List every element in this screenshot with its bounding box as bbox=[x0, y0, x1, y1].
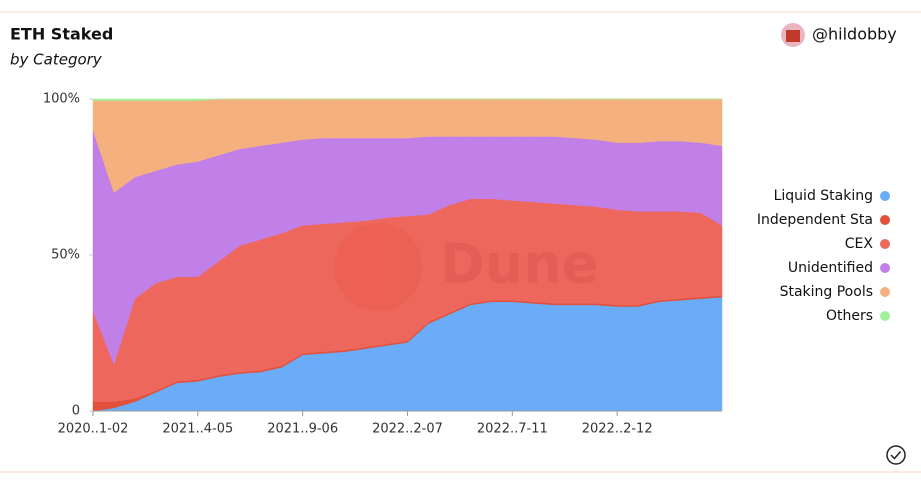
watermark: Dune bbox=[334, 223, 598, 311]
legend-swatch bbox=[880, 239, 890, 249]
watermark-text: Dune bbox=[440, 233, 598, 296]
legend-label: Independent Sta bbox=[757, 212, 873, 228]
title: ETH Staked bbox=[10, 25, 113, 44]
legend-swatch bbox=[880, 287, 890, 297]
y-tick-label: 100% bbox=[43, 92, 80, 107]
subtitle: by Category bbox=[10, 51, 103, 69]
check-icon[interactable] bbox=[886, 445, 906, 465]
legend-item[interactable]: Unidentified bbox=[788, 260, 890, 276]
legend-swatch bbox=[880, 191, 890, 201]
legend-label: Others bbox=[826, 308, 873, 324]
x-tick-label: 2022..7-11 bbox=[477, 422, 548, 437]
y-tick-label: 0 bbox=[72, 404, 80, 419]
legend-item[interactable]: Independent Sta bbox=[757, 212, 890, 228]
x-tick-label: 2021..9-06 bbox=[267, 422, 338, 437]
legend-swatch bbox=[880, 263, 890, 273]
legend-swatch bbox=[880, 311, 890, 321]
legend-swatch bbox=[880, 215, 890, 225]
legend-label: Staking Pools bbox=[780, 284, 873, 300]
legend-label: Unidentified bbox=[788, 260, 873, 276]
plot: Dune 0 50% 100% 2020..1-02 2021..4-05 2021..9-… bbox=[43, 92, 890, 437]
x-tick-label: 2020..1-02 bbox=[58, 422, 129, 437]
x-tick-label: 2021..4-05 bbox=[162, 422, 233, 437]
legend-item[interactable]: Staking Pools bbox=[780, 284, 890, 300]
y-tick-label: 50% bbox=[51, 248, 80, 263]
watermark-logo bbox=[334, 223, 422, 311]
legend-item[interactable]: Liquid Staking bbox=[774, 188, 890, 204]
legend-label: Liquid Staking bbox=[774, 188, 873, 204]
area bbox=[92, 98, 722, 101]
x-tick-label: 2022..2-12 bbox=[582, 422, 653, 437]
author[interactable]: @hildobby bbox=[812, 25, 897, 44]
x-tick-label: 2022..2-07 bbox=[372, 422, 443, 437]
legend-item[interactable]: Others bbox=[826, 308, 890, 324]
legend-item[interactable]: CEX bbox=[845, 236, 890, 252]
avatar[interactable] bbox=[781, 23, 805, 47]
legend-label: CEX bbox=[845, 236, 874, 252]
